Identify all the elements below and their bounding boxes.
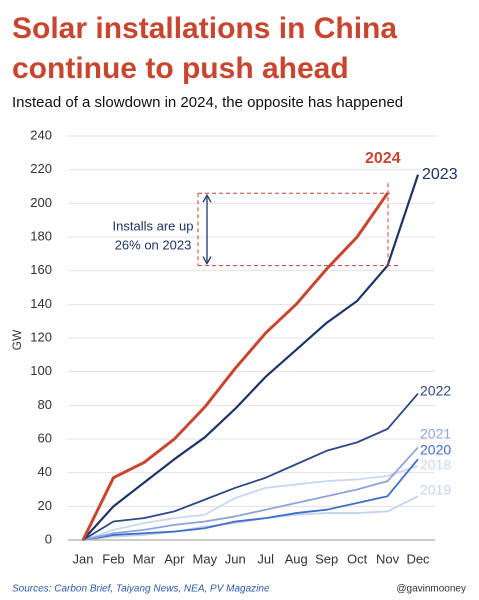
x-tick-label: Jan [73, 551, 94, 566]
y-tick-label: 220 [30, 161, 52, 176]
arrow-head [202, 256, 212, 265]
series-label: 2020 [420, 442, 451, 458]
y-tick-label: 180 [30, 228, 52, 243]
x-tick-label: Apr [164, 551, 185, 566]
y-axis-label: GW [10, 329, 24, 350]
x-tick-label: Oct [347, 551, 368, 566]
y-tick-label: 160 [30, 262, 52, 277]
y-tick-label: 200 [30, 195, 52, 210]
y-tick-label: 80 [38, 397, 52, 412]
series-label: 2019 [420, 482, 451, 498]
y-tick-label: 100 [30, 363, 52, 378]
series-label: 2021 [420, 426, 451, 442]
series-line [82, 446, 419, 541]
annotation: Installs are up [113, 218, 194, 233]
x-tick-label: May [193, 551, 218, 566]
title: continue to push ahead [12, 52, 349, 85]
x-tick-label: Nov [376, 551, 400, 566]
y-tick-label: 20 [38, 498, 52, 513]
series-label: 2024 [365, 150, 401, 167]
source: Sources: Carbon Brief, Taiyang News, NEA… [12, 584, 270, 595]
title: Solar installations in China [12, 12, 397, 45]
x-tick-label: Jun [225, 551, 246, 566]
y-tick-label: 120 [30, 329, 52, 344]
y-tick-label: 40 [38, 464, 52, 479]
y-tick-label: 60 [38, 430, 52, 445]
credit: @gavinmooney [396, 584, 466, 595]
series-line [81, 192, 389, 541]
annotation: 26% on 2023 [115, 237, 192, 252]
y-tick-label: 240 [30, 127, 52, 142]
arrow-head [202, 193, 212, 203]
series-label: 2022 [420, 383, 451, 399]
subtitle: Instead of a slowdown in 2024, the oppos… [12, 94, 403, 111]
x-tick-label: Sep [315, 551, 338, 566]
series-line [82, 465, 419, 541]
series-line [82, 392, 419, 541]
y-tick-label: 140 [30, 296, 52, 311]
y-tick-label: 0 [45, 531, 52, 546]
x-tick-label: Dec [406, 551, 430, 566]
series-line [82, 458, 419, 541]
x-tick-label: Aug [285, 551, 308, 566]
x-tick-label: Jul [257, 551, 274, 566]
series-label: 2023 [422, 166, 458, 183]
series-label: 2018 [420, 457, 451, 473]
x-tick-label: Mar [133, 551, 156, 566]
x-tick-label: Feb [102, 551, 124, 566]
series-line [82, 174, 420, 541]
